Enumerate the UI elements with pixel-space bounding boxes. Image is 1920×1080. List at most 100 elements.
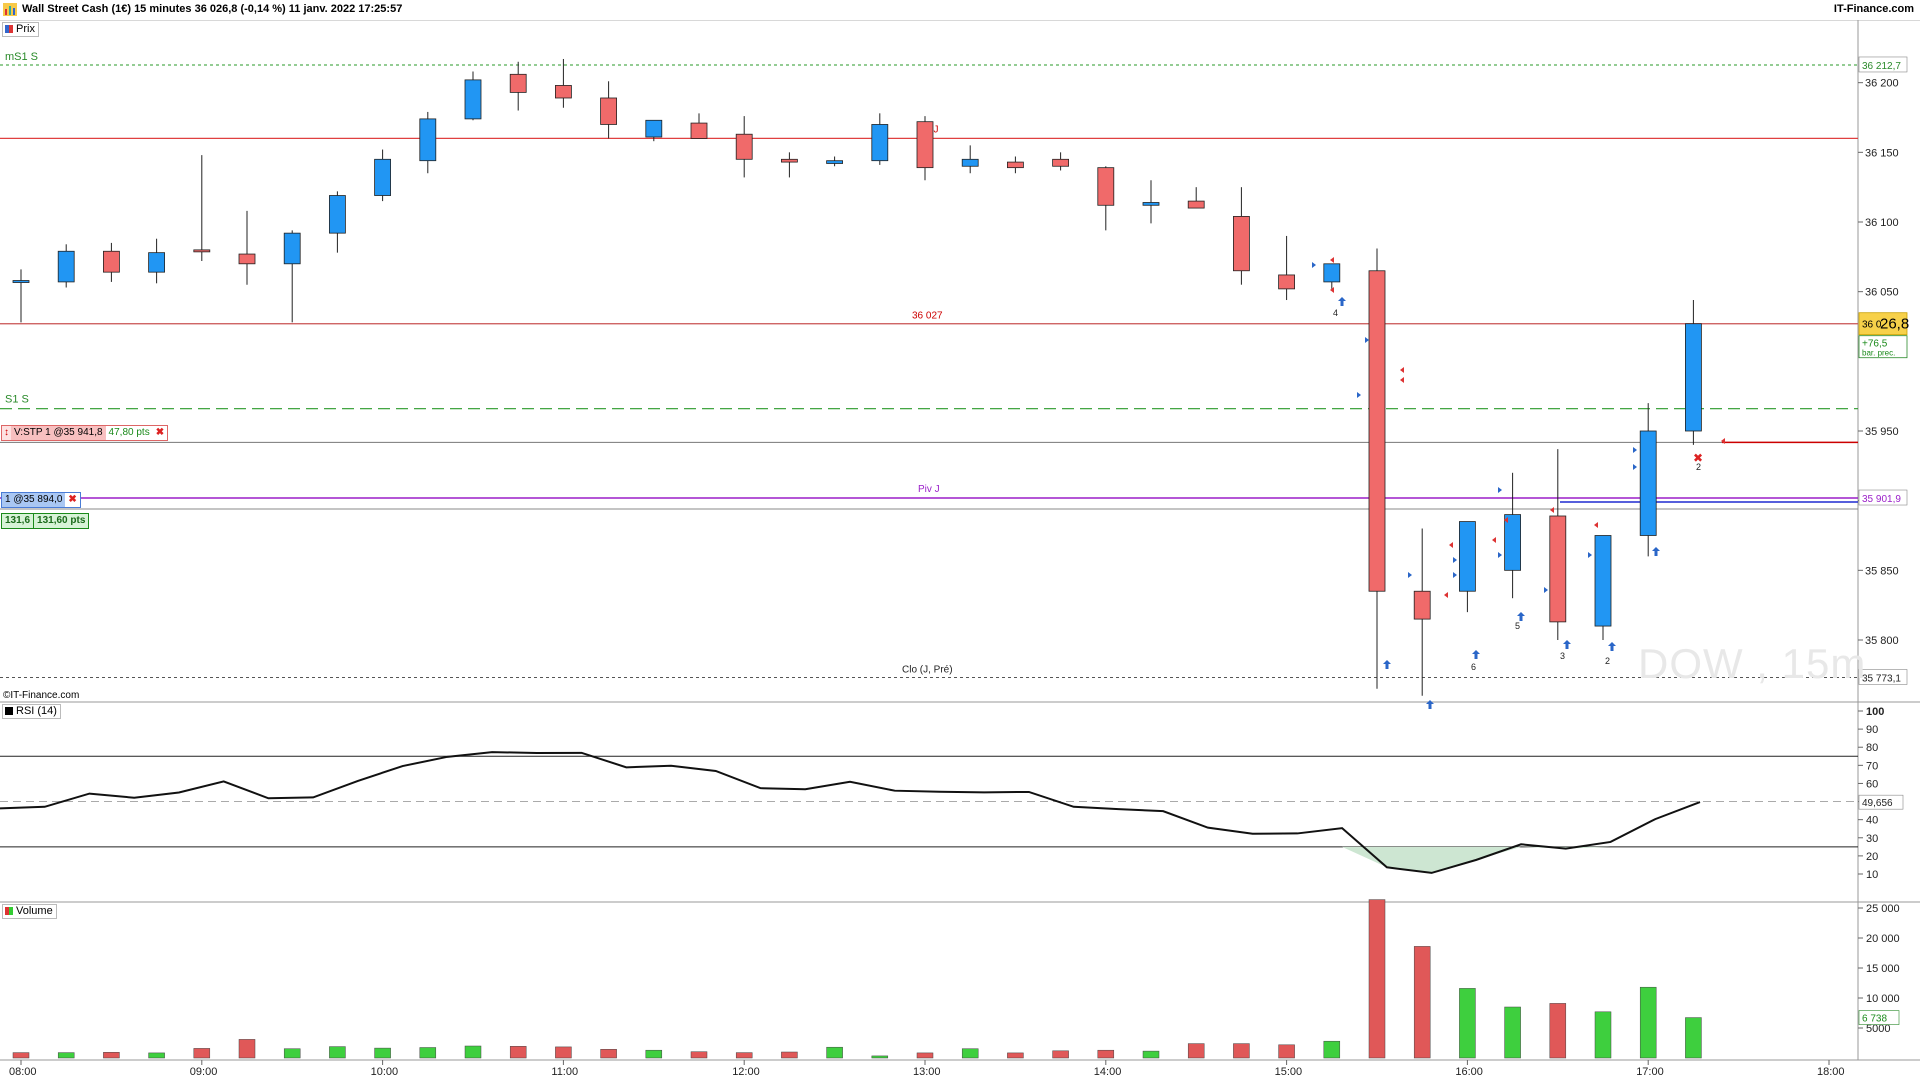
candle-1200[interactable] — [735, 116, 753, 178]
candle-1215[interactable] — [781, 152, 798, 178]
position-pnl-pts: 131,60 pts — [33, 514, 89, 528]
candle-1100[interactable] — [555, 58, 572, 108]
rsi-tick-label: 10 — [1866, 869, 1878, 881]
candle-body — [419, 118, 437, 162]
candle-1000[interactable] — [374, 149, 392, 202]
candle-1500[interactable] — [1278, 235, 1295, 301]
rsi-tick-label: 80 — [1866, 742, 1878, 754]
volume-bar — [1685, 1017, 1702, 1059]
ms1-value-tag: 36 212,7 — [1862, 61, 1901, 72]
candle-1430[interactable] — [1187, 187, 1205, 209]
rsi-value-tag-bg — [1858, 794, 1904, 810]
current-price-bg — [1858, 312, 1908, 336]
signal-left-icon — [1400, 367, 1404, 373]
price-change-sub: bar. prec. — [1862, 349, 1895, 358]
candle-1545[interactable] — [1413, 528, 1431, 696]
volume-bar — [1504, 1006, 1521, 1059]
rsi-pane-tag[interactable]: RSI (14) — [2, 704, 61, 719]
price-pane-tag[interactable]: Prix — [2, 22, 39, 37]
candle-body — [1007, 161, 1024, 169]
candle-1145[interactable] — [690, 113, 708, 139]
buy-arrow-icon — [1652, 547, 1660, 556]
candle-0900[interactable] — [193, 155, 211, 262]
stop-order-handle-icon[interactable]: ↕ — [4, 427, 9, 438]
volume-bar — [1233, 1043, 1250, 1059]
candle-0945[interactable] — [328, 191, 346, 253]
time-tick-label: 15:00 — [1275, 1066, 1303, 1078]
signal-right-icon — [1453, 572, 1457, 578]
signal-count-label: 3 — [1560, 651, 1565, 661]
volume-bar — [1278, 1044, 1295, 1059]
candle-body — [645, 119, 663, 138]
candle-body — [103, 250, 120, 273]
volume-bar — [57, 1052, 75, 1059]
candle-1400[interactable] — [1097, 166, 1115, 231]
position-close-icon[interactable]: ✖ — [65, 493, 80, 507]
candle-1230[interactable] — [826, 156, 843, 167]
candle-0815[interactable] — [57, 244, 75, 288]
candle-1315[interactable] — [961, 145, 979, 174]
candle-1245[interactable] — [871, 113, 889, 165]
candle-1615[interactable] — [1504, 472, 1521, 599]
volume-bar — [12, 1052, 30, 1059]
position-box[interactable]: 1 @35 894,0 ✖ — [1, 492, 81, 508]
brand-label[interactable]: IT-Finance.com — [1833, 3, 1914, 15]
volume-tick-label: 10 000 — [1866, 993, 1900, 1005]
candle-1015[interactable] — [419, 111, 437, 174]
candle-1700[interactable] — [1639, 403, 1657, 557]
volume-bar — [329, 1046, 346, 1059]
candle-0930[interactable] — [283, 230, 301, 323]
volume-pane-tag[interactable]: Volume — [2, 904, 57, 919]
exit-x-icon[interactable]: ✖ — [1693, 451, 1703, 465]
volume-value-tag: 6 738 — [1862, 1014, 1887, 1025]
candle-1300[interactable] — [916, 116, 934, 181]
volume-bar — [193, 1048, 211, 1059]
signal-right-icon — [1453, 557, 1457, 563]
time-tick-label: 09:00 — [190, 1066, 218, 1078]
rsi-tick-label: 20 — [1866, 851, 1878, 863]
volume-bar — [1097, 1049, 1115, 1059]
candle-body — [781, 158, 798, 163]
candle-body — [57, 250, 75, 283]
candle-1045[interactable] — [509, 61, 527, 111]
rsi-value-tag: 49,656 — [1862, 798, 1893, 809]
stop-order-box[interactable]: ↕ V:STP 1 @35 941,8 47,80 pts ✖ — [1, 425, 169, 441]
volume-bar — [781, 1051, 798, 1059]
rsi-line[interactable] — [0, 751, 1701, 874]
candle-1630[interactable] — [1549, 449, 1567, 640]
candle-0915[interactable] — [238, 210, 256, 285]
signal-left-icon — [1721, 438, 1725, 444]
candle-1330[interactable] — [1007, 156, 1024, 174]
close-value-tag: 35 773,1 — [1862, 673, 1901, 684]
candle-1515[interactable] — [1323, 263, 1341, 289]
candle-body — [374, 158, 392, 196]
price-tick-label: 35 850 — [1865, 565, 1899, 577]
signal-left-icon — [1330, 287, 1334, 293]
candle-1415[interactable] — [1142, 180, 1160, 224]
volume-tick-label: 5000 — [1866, 1023, 1890, 1035]
stop-order-close-icon[interactable]: ✖ — [152, 426, 168, 440]
candle-0800[interactable] — [12, 269, 30, 323]
price-tick-label: 35 800 — [1865, 635, 1899, 647]
rsi-tick-label: 30 — [1866, 833, 1878, 845]
buy-arrow-icon — [1563, 640, 1571, 649]
buy-arrow-icon — [1608, 642, 1616, 651]
rsi-pane-label: RSI (14) — [16, 705, 57, 717]
candle-0830[interactable] — [103, 242, 120, 282]
candle-1345[interactable] — [1052, 152, 1069, 171]
candle-1600[interactable] — [1459, 521, 1476, 613]
candle-1715[interactable] — [1685, 300, 1702, 445]
position-pnl-value: 131,6 — [2, 514, 34, 528]
pivot-value-tag-bg — [1858, 489, 1908, 506]
candle-1130[interactable] — [645, 119, 663, 142]
candle-1115[interactable] — [600, 81, 617, 139]
close-value-tag-bg — [1858, 669, 1908, 685]
candle-0845[interactable] — [148, 238, 166, 284]
candle-1645[interactable] — [1594, 535, 1612, 641]
volume-bar — [509, 1046, 527, 1059]
candle-1530[interactable] — [1368, 248, 1386, 689]
candle-1445[interactable] — [1233, 187, 1250, 285]
title-bar: Wall Street Cash (1€) 15 minutes 36 026,… — [0, 0, 1920, 21]
candle-1030[interactable] — [464, 71, 482, 121]
